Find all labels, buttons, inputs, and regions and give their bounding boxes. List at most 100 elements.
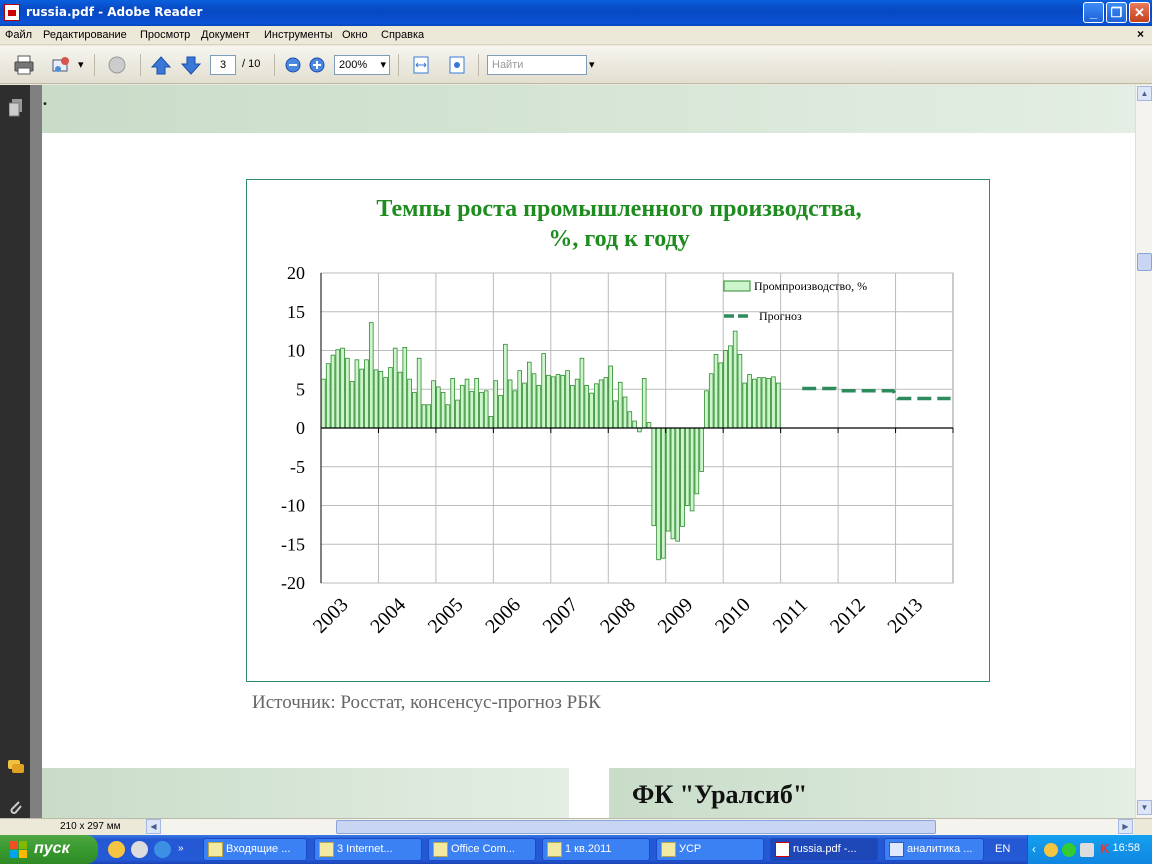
scroll-down-arrow-icon[interactable]: ▼ — [1137, 800, 1152, 815]
page-number-input[interactable]: 3 — [210, 55, 236, 75]
bar — [541, 353, 546, 429]
task-inbox[interactable]: Входящие ... — [203, 838, 307, 861]
bar — [574, 378, 580, 429]
menu-document[interactable]: Документ — [201, 29, 250, 41]
zoom-select[interactable]: 200% ▾ — [334, 55, 390, 75]
bar — [469, 391, 475, 429]
task-folder-usr[interactable]: УСР — [656, 838, 764, 861]
scroll-up-arrow-icon[interactable]: ▲ — [1137, 86, 1152, 101]
bar — [661, 427, 666, 559]
windows-logo-icon — [10, 841, 27, 858]
quicklaunch-ie-icon[interactable] — [154, 841, 171, 858]
task-analytics[interactable]: аналитика ... — [884, 838, 984, 861]
bar — [608, 365, 613, 429]
zoom-out-icon[interactable] — [282, 54, 304, 76]
title-bar: russia.pdf - Adobe Reader _ ❐ ✕ — [0, 0, 1152, 26]
bar — [550, 376, 556, 429]
hand-tool-icon[interactable] — [106, 54, 128, 76]
close-button[interactable]: ✕ — [1129, 2, 1150, 23]
menu-file[interactable]: Файл — [5, 29, 33, 41]
quicklaunch-more-icon[interactable]: » — [178, 843, 184, 854]
tray-mail-icon[interactable] — [1044, 843, 1058, 857]
legend-label-forecast: Прогноз — [759, 309, 802, 323]
menu-edit[interactable]: Редактирование — [43, 29, 127, 41]
minimize-button[interactable]: _ — [1083, 2, 1104, 23]
toolbar-separator — [140, 54, 141, 76]
task-internet[interactable]: 3 Internet... — [314, 838, 422, 861]
fit-page-icon[interactable] — [446, 54, 468, 76]
organization-title: ФК "Уралсиб" — [632, 780, 808, 809]
folder-icon — [661, 842, 676, 857]
bar — [426, 404, 432, 429]
next-page-icon[interactable] — [180, 54, 202, 76]
menu-view[interactable]: Просмотр — [140, 29, 191, 41]
quicklaunch-mail-icon[interactable] — [108, 841, 125, 858]
attachments-icon[interactable] — [8, 798, 24, 816]
bar — [613, 400, 618, 429]
bar — [752, 378, 757, 429]
vertical-scroll-thumb[interactable] — [1137, 253, 1152, 271]
vertical-scrollbar[interactable]: ▲ ▼ — [1135, 85, 1152, 818]
bar — [732, 330, 738, 429]
x-tick-label: 2011 — [769, 594, 812, 637]
search-input[interactable]: Найти — [487, 55, 587, 75]
bar — [775, 382, 781, 429]
bar — [378, 371, 384, 429]
bar — [464, 378, 470, 429]
horizontal-scroll-thumb[interactable] — [336, 820, 936, 834]
bar — [665, 427, 671, 532]
search-options-chevron-icon[interactable]: ▾ — [589, 59, 595, 71]
tray-antivirus-icon[interactable]: K — [1100, 841, 1110, 856]
page-total: / 10 — [242, 58, 261, 70]
scroll-left-arrow-icon[interactable]: ◀ — [146, 819, 161, 834]
bar — [330, 354, 336, 429]
bar — [641, 377, 647, 429]
system-tray: ‹ K 16:58 — [1027, 835, 1152, 864]
restore-button[interactable]: ❐ — [1106, 2, 1127, 23]
bar — [436, 386, 441, 429]
email-print-icon[interactable] — [50, 54, 72, 76]
tray-expand-icon[interactable]: ‹ — [1032, 842, 1036, 856]
x-tick-label: 2003 — [309, 594, 353, 638]
pdf-icon — [775, 842, 790, 857]
menu-tools[interactable]: Инструменты — [264, 29, 333, 41]
window-title: russia.pdf - Adobe Reader — [26, 5, 203, 19]
y-tick-label: 0 — [296, 418, 305, 438]
chart-title: Темпы роста промышленного производства, … — [247, 194, 991, 254]
bar — [656, 427, 661, 561]
menu-bar: Файл Редактирование Просмотр Документ Ин… — [0, 26, 1152, 45]
pages-panel-icon[interactable] — [9, 99, 23, 117]
quicklaunch-media-icon[interactable] — [131, 841, 148, 858]
task-russia-pdf[interactable]: russia.pdf -... — [770, 838, 878, 861]
print-icon[interactable] — [13, 54, 35, 76]
menu-help[interactable]: Справка — [381, 29, 425, 41]
horizontal-scrollbar[interactable]: ◀ ▶ — [146, 819, 1134, 835]
document-view[interactable]: . 20 15 10 5 0 -5 -10 -15 -20 2003 2004 2005 2006 200… — [30, 85, 1135, 818]
task-folder-q1[interactable]: 1 кв.2011 — [542, 838, 650, 861]
bar — [450, 377, 455, 429]
navigation-pane — [0, 85, 30, 819]
bar — [440, 391, 446, 429]
start-button[interactable]: пуск — [0, 835, 98, 864]
fit-width-icon[interactable] — [410, 54, 432, 76]
bar — [579, 357, 585, 429]
bar — [325, 363, 331, 429]
comments-icon[interactable] — [7, 759, 25, 775]
previous-page-icon[interactable] — [150, 54, 172, 76]
bar — [756, 377, 762, 429]
task-label: russia.pdf -... — [793, 843, 857, 855]
bar — [594, 383, 599, 429]
task-office[interactable]: Office Com... — [428, 838, 536, 861]
tray-volume-icon[interactable] — [1080, 843, 1094, 857]
bar — [670, 427, 676, 540]
bar — [407, 378, 412, 429]
scroll-right-arrow-icon[interactable]: ▶ — [1118, 819, 1133, 834]
document-close-icon[interactable]: × — [1136, 27, 1144, 41]
dropdown-arrow-icon[interactable]: ▾ — [78, 59, 84, 71]
tray-network-icon[interactable] — [1062, 843, 1076, 857]
language-indicator[interactable]: EN — [995, 843, 1011, 855]
zoom-in-icon[interactable] — [306, 54, 328, 76]
bar — [704, 390, 709, 429]
menu-window[interactable]: Окно — [342, 29, 368, 41]
bar — [373, 369, 379, 429]
